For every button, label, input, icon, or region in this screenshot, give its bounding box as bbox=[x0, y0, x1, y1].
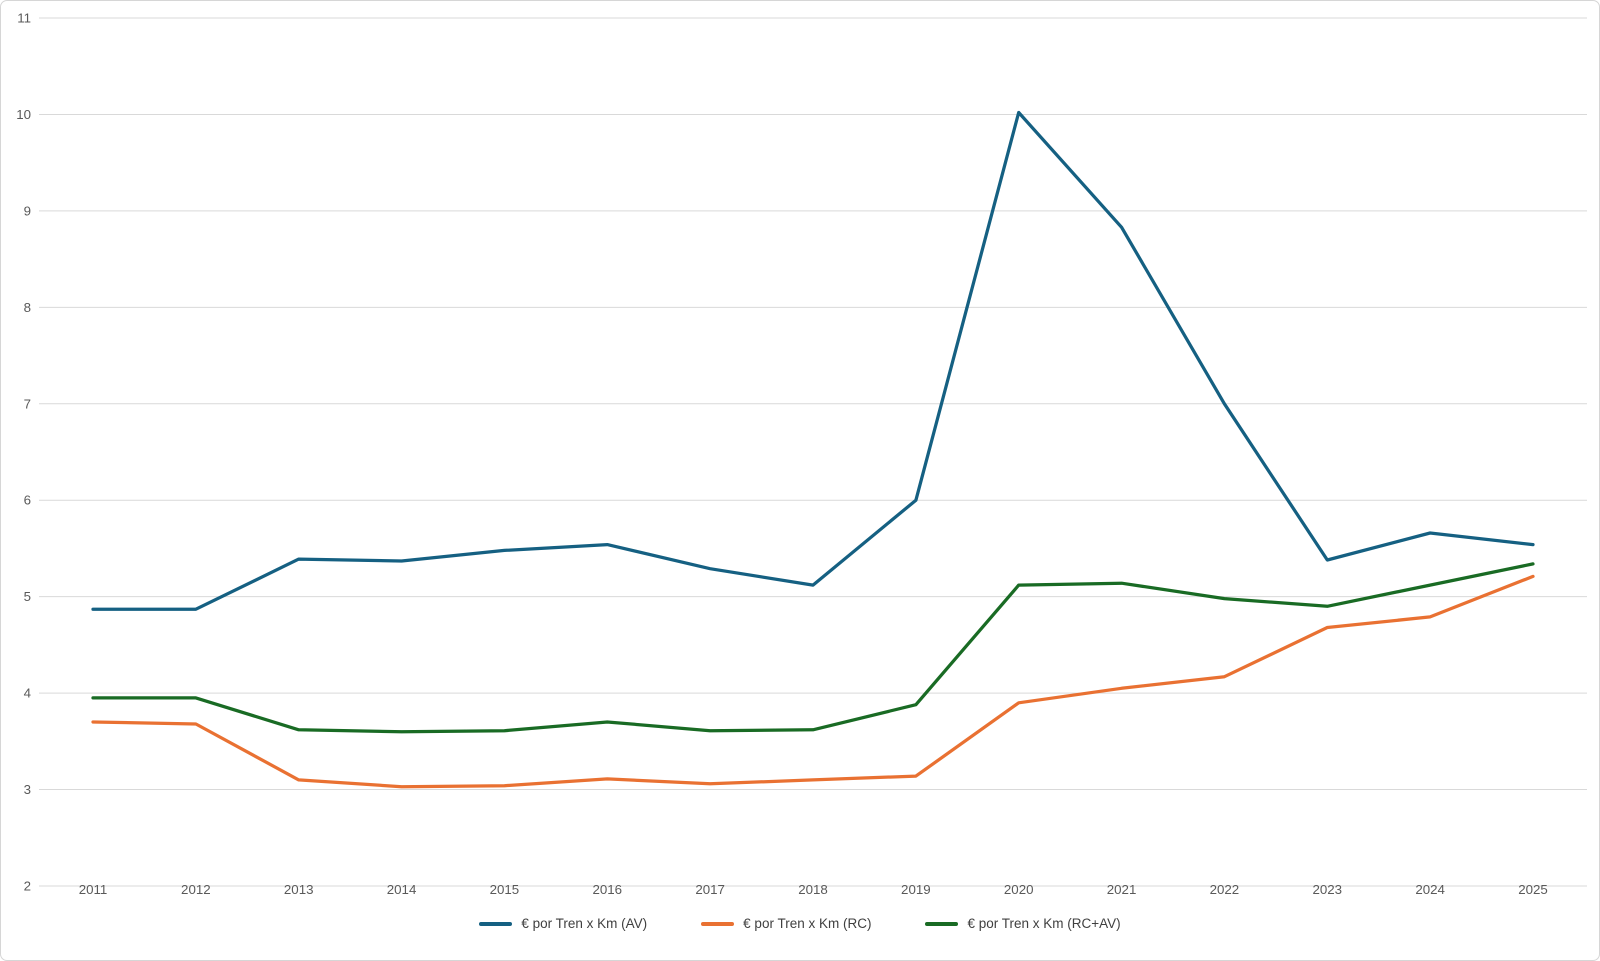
x-axis-tick-label: 2017 bbox=[695, 882, 725, 897]
y-axis-tick-label: 11 bbox=[17, 11, 31, 26]
series-line-1 bbox=[91, 110, 1535, 611]
legend-label: € por Tren x Km (RC) bbox=[743, 916, 872, 931]
x-axis-tick-label: 2012 bbox=[181, 882, 211, 897]
series-line-3 bbox=[91, 562, 1535, 734]
legend-item-3: € por Tren x Km (RC+AV) bbox=[925, 916, 1121, 931]
legend-item-1: € por Tren x Km (AV) bbox=[479, 916, 647, 931]
x-axis-tick-label: 2024 bbox=[1415, 882, 1445, 897]
x-axis-tick-label: 2011 bbox=[79, 882, 108, 897]
x-axis-tick-label: 2022 bbox=[1210, 882, 1240, 897]
legend-item-2: € por Tren x Km (RC) bbox=[701, 916, 871, 931]
x-axis-tick-label: 2018 bbox=[798, 882, 828, 897]
legend-line-marker bbox=[701, 921, 735, 926]
x-axis-tick-label: 2015 bbox=[490, 882, 520, 897]
x-axis-tick-label: 2013 bbox=[284, 882, 314, 897]
x-axis-tick-label: 2021 bbox=[1107, 882, 1137, 897]
y-axis-tick-label: 9 bbox=[24, 203, 31, 218]
y-axis-tick-label: 7 bbox=[24, 396, 31, 411]
legend-label: € por Tren x Km (RC+AV) bbox=[967, 916, 1121, 931]
x-axis-tick-label: 2014 bbox=[387, 882, 417, 897]
x-axis-tick-label: 2020 bbox=[1004, 882, 1034, 897]
chart-legend: € por Tren x Km (AV) € por Tren x Km (RC)… bbox=[1, 916, 1599, 931]
y-axis-tick-label: 10 bbox=[16, 107, 31, 122]
x-axis-tick-label: 2019 bbox=[901, 882, 931, 897]
x-axis-tick-label: 2023 bbox=[1312, 882, 1342, 897]
y-axis-tick-label: 4 bbox=[24, 686, 31, 701]
y-axis-tick-label: 8 bbox=[24, 300, 31, 315]
x-axis-tick-label: 2016 bbox=[592, 882, 622, 897]
y-axis-tick-label: 5 bbox=[24, 589, 31, 604]
legend-line-marker bbox=[479, 921, 513, 926]
series-line-2 bbox=[91, 574, 1535, 789]
y-axis-tick-label: 2 bbox=[24, 879, 31, 894]
legend-label: € por Tren x Km (AV) bbox=[521, 916, 648, 931]
legend-line-marker bbox=[925, 921, 959, 926]
x-axis-tick-label: 2025 bbox=[1518, 882, 1548, 897]
y-axis-tick-label: 6 bbox=[24, 493, 31, 508]
y-axis-tick-label: 3 bbox=[24, 782, 31, 797]
